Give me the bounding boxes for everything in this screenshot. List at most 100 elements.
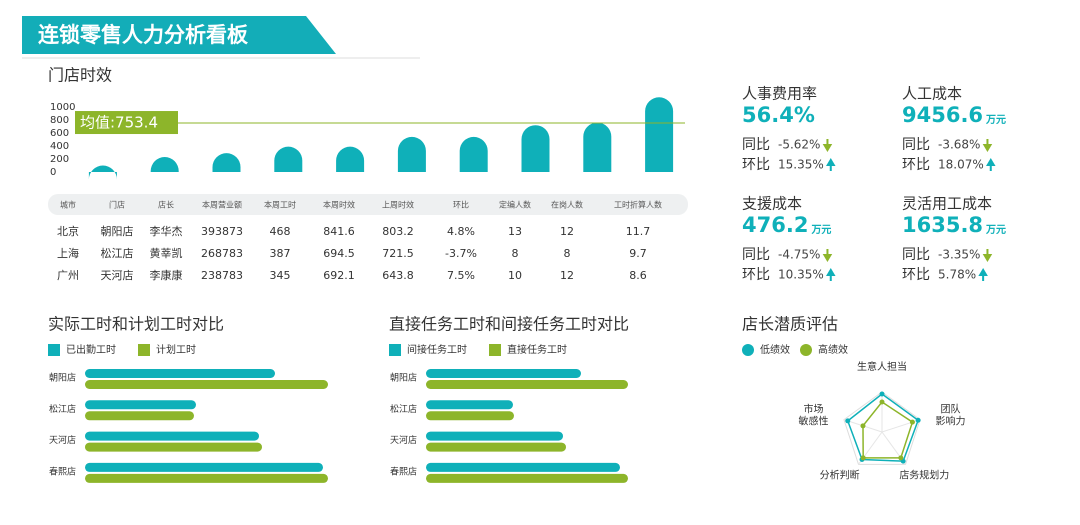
table-cell: 李康康 (150, 268, 183, 282)
kpi-yoy-label: 同比 (902, 247, 930, 263)
bar (426, 400, 513, 410)
table-header: 上周时效 (382, 200, 414, 210)
legend-label: 高绩效 (818, 343, 848, 356)
table-cell: 238783 (201, 269, 243, 282)
radar-point (909, 419, 915, 425)
bar (85, 442, 262, 452)
table-cell: 345 (270, 269, 291, 282)
table-cell: 天河店 (101, 268, 134, 282)
table-cell: 朝阳店 (101, 224, 134, 238)
table-cell: 13 (508, 225, 522, 238)
bar (336, 146, 365, 172)
table-cell: 李华杰 (150, 224, 183, 238)
bar (426, 411, 514, 421)
kpi-value: 9456.6 (902, 103, 983, 127)
kpi-mom: 18.07% (938, 158, 984, 172)
table-cell: 387 (270, 247, 291, 260)
bar (426, 473, 628, 483)
kpi-yoy-label: 同比 (742, 137, 770, 153)
table-header-bg (48, 194, 688, 215)
trend-arrow (825, 158, 836, 171)
kpi-mom-label: 环比 (742, 157, 770, 173)
bar (85, 411, 194, 421)
y-tick-label: 1000 (50, 102, 75, 113)
table-header: 环比 (453, 200, 469, 210)
bar (88, 165, 117, 180)
table-cell: 12 (560, 225, 574, 238)
table-header: 本周营业额 (202, 200, 242, 210)
table-cell: 广州 (57, 269, 79, 282)
legend-swatch (489, 344, 501, 356)
table-header: 在岗人数 (551, 200, 583, 210)
kpi-unit: 万元 (810, 224, 831, 236)
table-cell: 694.5 (323, 247, 355, 260)
table-cell: 7.5% (447, 269, 475, 282)
radar-point (845, 418, 851, 424)
kpi-yoy: -3.35% (938, 248, 980, 262)
table-cell: 803.2 (382, 225, 414, 238)
mean-label-bg (75, 111, 178, 135)
legend-swatch (389, 344, 401, 356)
bar (459, 136, 488, 172)
table-cell: 12 (560, 269, 574, 282)
trend-arrow (825, 268, 836, 281)
axis-label: 店务规划力 (899, 469, 949, 482)
radar-grid (843, 391, 921, 465)
table-cell: 11.7 (626, 225, 651, 238)
table-header: 城市 (60, 200, 76, 210)
trend-arrow (982, 139, 993, 152)
axis-label: 分析判断 (820, 469, 860, 482)
table-cell: 8.6 (629, 269, 647, 282)
bar (85, 400, 196, 410)
table-cell: 松江店 (101, 246, 134, 260)
bar (426, 431, 563, 441)
table-header: 本周时效 (323, 200, 355, 210)
trend-arrow (985, 158, 996, 171)
kpi-mom-label: 环比 (902, 267, 930, 283)
bar (212, 153, 241, 172)
bar (85, 462, 323, 472)
table-cell: 黄莘凯 (150, 246, 183, 260)
kpi-yoy-label: 同比 (742, 247, 770, 263)
table-header: 定编人数 (499, 200, 531, 210)
y-tick-label: 200 (50, 154, 69, 165)
bar (645, 97, 674, 172)
kpi-yoy: -4.75% (778, 248, 820, 262)
kpi-yoy-label: 同比 (902, 137, 930, 153)
category-label: 春熙店 (390, 465, 417, 477)
category-label: 朝阳店 (49, 372, 76, 384)
y-tick-label: 600 (50, 128, 69, 139)
legend-label: 间接任务工时 (407, 343, 467, 356)
kpi-mom-label: 环比 (902, 157, 930, 173)
category-label: 松江店 (390, 403, 417, 415)
chart-title: 实际工时和计划工时对比 (48, 315, 224, 334)
kpi-unit: 万元 (985, 114, 1006, 126)
bar (150, 157, 179, 172)
radar-point (879, 391, 885, 397)
chart-title: 门店时效 (48, 66, 112, 85)
kpi-value: 1635.8 (902, 213, 983, 237)
table-header: 店长 (158, 200, 174, 210)
legend-swatch (48, 344, 60, 356)
kpi-name: 支援成本 (742, 195, 802, 213)
table-cell: 9.7 (629, 247, 647, 260)
chart-title: 店长潜质评估 (742, 315, 838, 334)
axis-label: 市场敏感性 (799, 402, 829, 427)
legend-label: 直接任务工时 (507, 343, 567, 356)
table-cell: 643.8 (382, 269, 414, 282)
radar-point (879, 399, 885, 405)
kpi-mom: 10.35% (778, 268, 824, 282)
dashboard-title: 连锁零售人力分析看板 (38, 23, 249, 47)
axis-label: 生意人担当 (857, 360, 907, 373)
kpi-mom: 5.78% (938, 268, 976, 282)
table-cell: 8 (564, 247, 571, 260)
bar (583, 122, 612, 172)
bar (274, 146, 303, 172)
legend-label: 计划工时 (156, 343, 196, 356)
radar-point (860, 423, 866, 429)
bar (426, 442, 566, 452)
table-header: 工时折算人数 (614, 200, 662, 210)
table-cell: -3.7% (445, 247, 477, 260)
mean-label: 均值:753.4 (80, 114, 158, 132)
